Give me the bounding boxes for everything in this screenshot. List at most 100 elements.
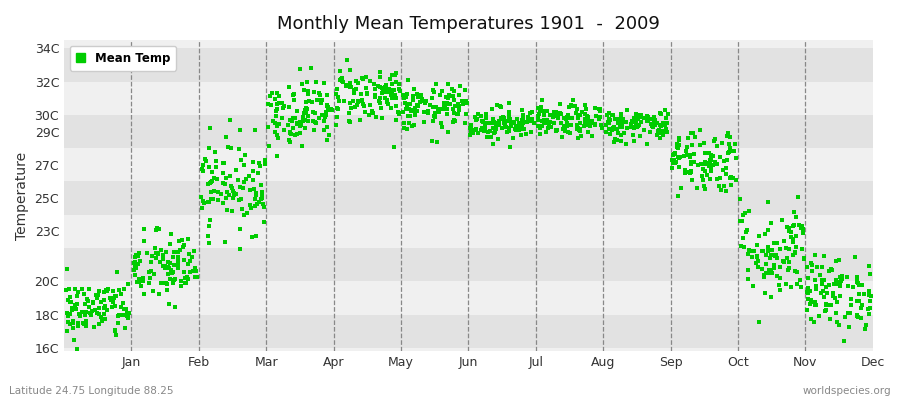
Point (320, 103, 335, 109)
Point (541, 125, 555, 132)
Point (800, 289, 814, 296)
Point (108, 293, 122, 300)
Point (814, 290, 829, 296)
Point (298, 98, 312, 105)
Point (631, 112, 645, 119)
Point (495, 125, 509, 132)
Point (469, 126, 483, 132)
Point (624, 124, 638, 130)
Point (755, 248, 770, 254)
Point (382, 76, 397, 82)
Point (276, 127, 291, 133)
Point (544, 119, 558, 126)
Point (68, 337, 82, 343)
Point (368, 113, 382, 120)
Point (97, 316, 112, 323)
Point (784, 284, 798, 290)
Point (85, 308, 99, 315)
Point (765, 270, 779, 276)
Point (182, 251, 196, 258)
Point (298, 106, 312, 113)
Point (551, 113, 565, 119)
Point (805, 262, 819, 268)
Point (112, 287, 127, 294)
Point (752, 233, 766, 239)
Point (683, 170, 698, 176)
Point (158, 264, 172, 271)
Point (351, 80, 365, 86)
Point (158, 280, 173, 286)
Point (580, 120, 594, 127)
Point (256, 200, 270, 207)
Point (745, 248, 760, 254)
Point (521, 116, 535, 122)
Point (150, 250, 165, 257)
Point (189, 268, 203, 274)
Point (261, 124, 275, 131)
Point (608, 126, 623, 132)
Point (118, 325, 132, 331)
Point (626, 118, 640, 124)
Point (359, 74, 374, 80)
Point (525, 109, 539, 116)
Point (78, 320, 93, 326)
Point (196, 200, 211, 206)
Point (428, 110, 442, 116)
Point (697, 183, 711, 189)
Point (242, 172, 256, 179)
Point (406, 96, 420, 103)
Point (350, 98, 365, 104)
Point (211, 197, 225, 203)
Point (143, 275, 157, 282)
Point (656, 132, 670, 138)
Point (679, 148, 693, 154)
Point (354, 91, 368, 98)
Point (133, 258, 148, 264)
Point (251, 160, 266, 166)
Point (142, 269, 157, 275)
Point (786, 236, 800, 242)
Point (854, 302, 868, 309)
Point (410, 101, 425, 108)
Point (843, 296, 858, 302)
Point (77, 309, 92, 315)
Point (282, 84, 296, 90)
Point (533, 108, 547, 115)
Point (403, 112, 418, 119)
Point (850, 312, 865, 318)
Point (772, 246, 787, 252)
Point (168, 304, 183, 310)
Point (68, 286, 82, 292)
Point (128, 254, 142, 260)
Point (603, 117, 617, 124)
Point (598, 128, 613, 135)
Point (561, 128, 575, 135)
Point (292, 66, 307, 72)
Point (355, 75, 369, 82)
Point (581, 120, 596, 127)
Point (348, 104, 363, 111)
Point (485, 141, 500, 148)
Point (637, 115, 652, 121)
Point (120, 313, 134, 319)
Point (334, 77, 348, 84)
Point (698, 158, 712, 165)
Point (305, 98, 320, 105)
Point (164, 230, 178, 237)
Point (702, 150, 716, 156)
Point (166, 270, 180, 276)
Point (698, 150, 713, 156)
Point (815, 281, 830, 288)
Point (227, 190, 241, 196)
Point (848, 254, 862, 260)
Point (680, 144, 695, 150)
Point (99, 287, 113, 294)
Point (625, 124, 639, 131)
Point (490, 120, 504, 126)
Point (576, 123, 590, 129)
Point (726, 175, 741, 181)
Point (705, 162, 719, 169)
Point (470, 116, 484, 123)
Point (742, 208, 756, 214)
Point (859, 322, 873, 329)
